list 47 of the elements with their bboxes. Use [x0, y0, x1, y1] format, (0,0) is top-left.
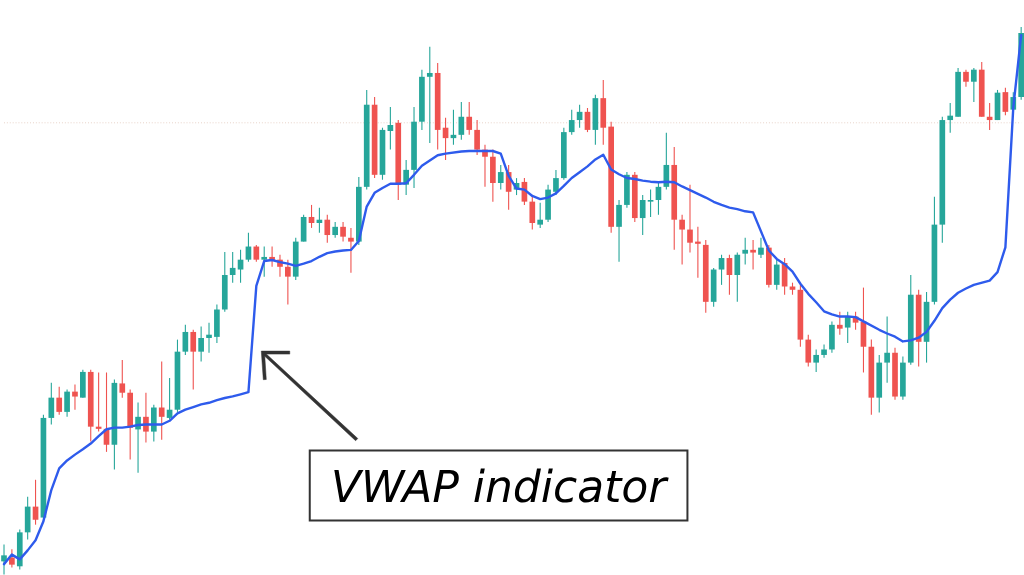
candlestick	[742, 237, 749, 266]
candlestick	[466, 101, 473, 136]
candlestick	[198, 325, 204, 363]
candlestick	[647, 189, 654, 218]
candlestick	[9, 548, 15, 568]
candlestick	[458, 101, 465, 141]
candlestick	[206, 322, 212, 354]
candlestick	[639, 194, 646, 236]
candlestick	[497, 164, 504, 191]
candlestick	[72, 383, 78, 411]
candlestick	[158, 360, 165, 441]
candlestick	[229, 251, 236, 284]
candlestick	[64, 388, 70, 418]
candlestick	[821, 343, 827, 359]
candlestick	[261, 245, 268, 278]
candlestick	[679, 214, 685, 266]
candlestick	[844, 311, 851, 344]
candlestick	[1, 543, 7, 575]
candlestick	[190, 329, 197, 390]
candlestick	[750, 239, 756, 271]
candlestick	[687, 184, 693, 254]
candlestick	[474, 119, 480, 156]
candlestick	[285, 259, 291, 306]
candlestick	[813, 348, 819, 373]
candlestick	[947, 102, 954, 134]
annotation: VWAP indicator	[334, 468, 669, 503]
candlestick	[56, 386, 63, 416]
candlestick	[426, 46, 433, 144]
candlestick	[758, 237, 764, 259]
candlestick	[805, 334, 812, 367]
candlestick	[529, 194, 536, 231]
candlestick	[348, 227, 354, 274]
candlestick	[718, 254, 725, 286]
candlestick	[616, 199, 622, 263]
candlestick	[568, 109, 575, 136]
candlestick	[537, 202, 544, 229]
candlestick	[119, 359, 126, 399]
candlestick	[553, 169, 559, 196]
candlestick	[734, 251, 741, 303]
candlestick	[695, 226, 701, 279]
candlestick	[48, 382, 55, 425]
candlestick	[340, 221, 346, 243]
candlestick	[971, 67, 977, 103]
candlestick	[884, 316, 890, 384]
candlestick	[324, 214, 331, 244]
candlestick	[773, 259, 780, 291]
candlestick	[836, 311, 843, 336]
